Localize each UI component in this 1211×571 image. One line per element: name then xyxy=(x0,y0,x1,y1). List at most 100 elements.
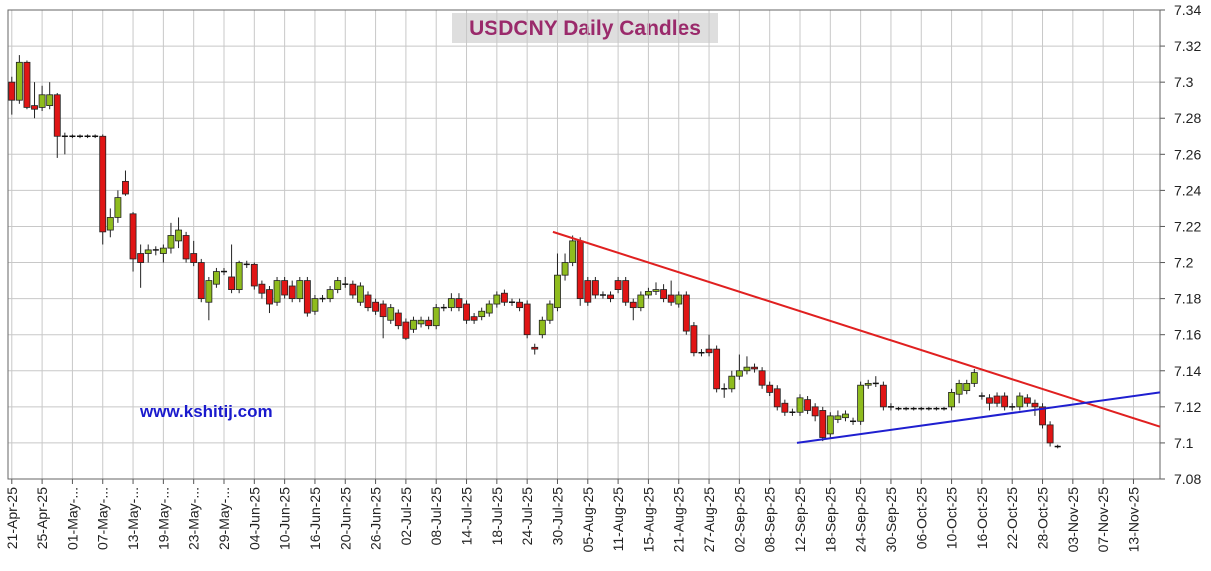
x-tick-label: 28-Oct-25 xyxy=(1035,487,1051,549)
y-tick-label: 7.18 xyxy=(1174,291,1201,307)
x-tick-label: 15-Aug-25 xyxy=(640,487,656,553)
candle-body xyxy=(228,276,236,290)
candle-body xyxy=(629,301,637,309)
candle-body xyxy=(622,280,630,303)
candle-body xyxy=(523,303,531,336)
candle-body xyxy=(273,280,281,303)
candle-body xyxy=(470,316,478,321)
candle-body xyxy=(751,366,758,370)
x-tick-label: 07-Nov-25 xyxy=(1095,487,1111,553)
candle-body xyxy=(8,81,16,101)
candle-body xyxy=(129,213,137,260)
candle-body xyxy=(834,415,842,420)
candle-body xyxy=(804,399,812,411)
candle-body xyxy=(402,321,410,339)
candle-body xyxy=(516,301,524,309)
candle-body xyxy=(682,294,690,332)
candle-body xyxy=(819,410,827,438)
candle-body xyxy=(410,319,417,330)
candle-body xyxy=(387,307,395,321)
candle-body xyxy=(879,384,887,408)
candle-body xyxy=(546,303,554,321)
candle-body xyxy=(478,310,486,318)
candle-body xyxy=(122,180,129,195)
candle-body xyxy=(281,280,289,296)
candle-body xyxy=(667,294,675,303)
x-tick-label: 25-Apr-25 xyxy=(34,487,50,549)
x-tick-label: 02-Sep-25 xyxy=(731,487,747,553)
x-tick-label: 02-Jul-25 xyxy=(398,487,414,546)
y-tick-label: 7.3 xyxy=(1174,74,1194,90)
x-tick-label: 04-Jun-25 xyxy=(246,487,262,550)
candle-body xyxy=(826,415,834,435)
x-tick-label: 08-Sep-25 xyxy=(762,487,778,553)
x-tick-label: 21-Aug-25 xyxy=(671,487,687,553)
candle-body xyxy=(15,61,23,101)
candle-body xyxy=(493,294,501,305)
candle-body xyxy=(842,413,849,419)
candle-body xyxy=(296,280,304,300)
candle-body xyxy=(637,294,645,309)
candle-body xyxy=(288,285,296,300)
y-tick-label: 7.12 xyxy=(1174,399,1201,415)
candle-body xyxy=(432,307,440,327)
x-tick-label: 10-Jun-25 xyxy=(277,487,293,550)
candle-body xyxy=(766,384,774,393)
y-tick-label: 7.08 xyxy=(1174,471,1201,487)
candle-body xyxy=(266,289,273,305)
candle-body xyxy=(857,384,865,422)
candle-body xyxy=(205,280,213,303)
candle-body xyxy=(326,289,334,300)
candle-body xyxy=(705,348,713,354)
y-tick-label: 7.2 xyxy=(1174,255,1194,271)
candle-body xyxy=(1039,406,1046,426)
candle-body xyxy=(114,197,122,218)
x-tick-label: 27-Aug-25 xyxy=(701,487,717,553)
candle-body xyxy=(675,294,683,305)
candle-body xyxy=(46,94,54,107)
candle-body xyxy=(99,135,107,233)
candle-body xyxy=(811,406,819,417)
x-tick-label: 30-Jul-25 xyxy=(549,487,565,546)
candle-body xyxy=(864,382,872,386)
candle-body xyxy=(660,289,668,300)
candle-body xyxy=(53,94,61,137)
candle-body xyxy=(993,395,1001,404)
x-tick-label: 18-Sep-25 xyxy=(822,487,838,553)
candle-body xyxy=(948,392,956,408)
candle-body xyxy=(212,271,220,285)
x-tick-label: 14-Jul-25 xyxy=(459,487,475,546)
x-tick-label: 07-May-... xyxy=(95,487,111,550)
candle-body xyxy=(576,240,584,300)
candle-body xyxy=(250,263,258,287)
candle-body xyxy=(607,294,614,300)
x-tick-label: 23-May-... xyxy=(186,487,202,550)
x-tick-label: 05-Aug-25 xyxy=(580,487,596,553)
candle-body xyxy=(144,249,152,254)
chart-title: USDCNY Daily Candles xyxy=(469,17,701,40)
x-tick-label: 08-Jul-25 xyxy=(428,487,444,546)
candle-body xyxy=(364,294,372,309)
candle-body xyxy=(182,235,190,260)
candle-body xyxy=(1031,402,1039,408)
candle-body xyxy=(38,94,46,108)
candle-body xyxy=(23,61,31,108)
candle-body xyxy=(1016,395,1024,408)
candle-body xyxy=(554,274,561,309)
candle-body xyxy=(970,372,978,384)
candle-body xyxy=(796,397,804,413)
candle-body xyxy=(394,312,402,327)
candle-body xyxy=(531,346,539,350)
x-tick-label: 03-Nov-25 xyxy=(1065,487,1081,553)
y-tick-label: 7.28 xyxy=(1174,110,1201,126)
candle-body xyxy=(447,298,455,309)
candle-body xyxy=(197,262,205,300)
candle-body xyxy=(955,382,963,395)
y-tick-label: 7.24 xyxy=(1174,182,1201,198)
candle-body xyxy=(167,235,175,249)
candle-body xyxy=(106,217,114,231)
candle-body xyxy=(758,370,766,386)
candle-body xyxy=(1023,397,1031,404)
candle-body xyxy=(773,388,781,408)
